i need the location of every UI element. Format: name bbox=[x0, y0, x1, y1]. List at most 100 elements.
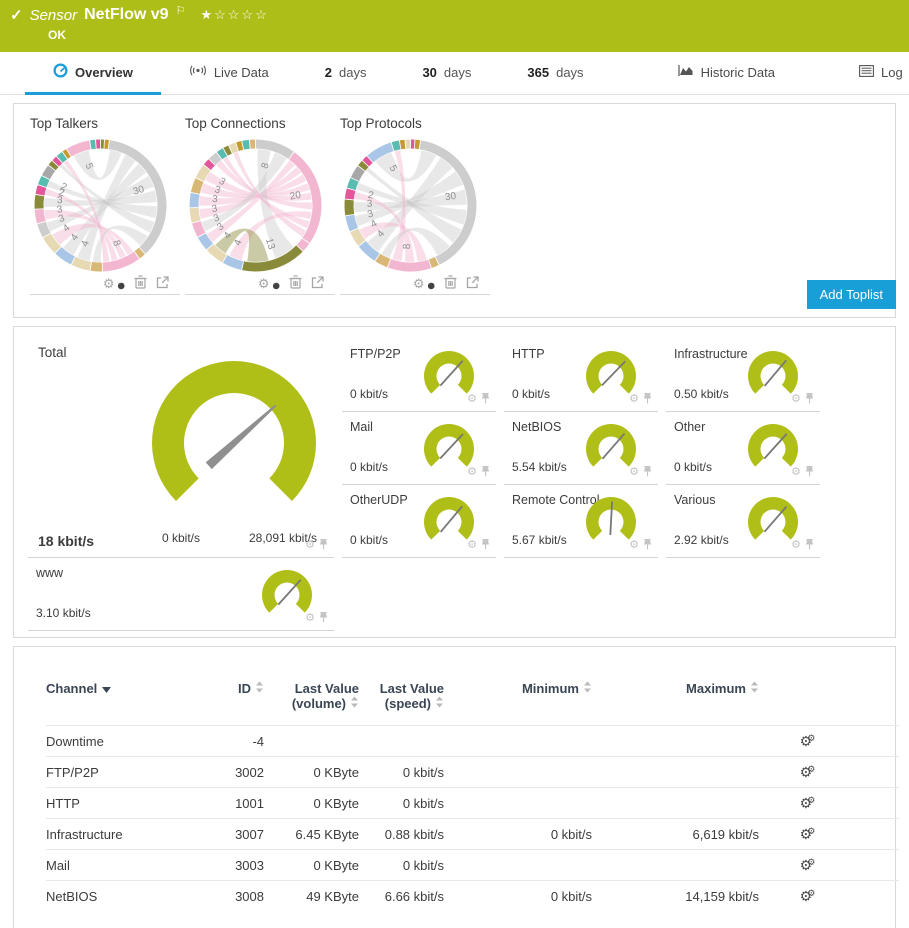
star-icon[interactable]: ☆ bbox=[241, 7, 256, 22]
pin-icon[interactable] bbox=[481, 538, 490, 553]
toplists-panel: Top Talkers 30 8 4 4 4 3 3 3 2 2 5 ⚙ ⚫ Top Connections… bbox=[13, 103, 896, 318]
sort-icon[interactable] bbox=[750, 681, 759, 696]
toplist-title: Top Protocols bbox=[340, 116, 422, 131]
mini-gauge bbox=[424, 351, 474, 394]
external-link-icon[interactable] bbox=[311, 275, 324, 292]
pin-icon[interactable] bbox=[319, 611, 328, 626]
mini-gauge bbox=[586, 497, 636, 540]
tab-log[interactable]: Log bbox=[831, 52, 909, 95]
gauge-title: Mail bbox=[350, 420, 373, 434]
gauge-cell-otherudp: OtherUDP 0 kbit/s ⚙ bbox=[342, 485, 496, 558]
pin-icon[interactable] bbox=[319, 538, 328, 553]
svg-text:3: 3 bbox=[215, 221, 226, 233]
svg-text:3: 3 bbox=[56, 204, 64, 216]
gear-icon[interactable]: ⚙ bbox=[467, 466, 477, 478]
star-icon[interactable]: ★ bbox=[200, 7, 215, 22]
tab-live-data[interactable]: Live Data bbox=[161, 52, 297, 95]
minimum bbox=[444, 725, 592, 757]
add-toplist-button[interactable]: Add Toplist bbox=[806, 280, 896, 309]
gauge-value: 5.54 kbit/s bbox=[512, 460, 567, 474]
tab-number: 30 bbox=[422, 64, 437, 80]
toplist-title: Top Connections bbox=[185, 116, 286, 131]
channel-settings-gears-icon[interactable]: ⚙⚙ bbox=[799, 763, 816, 780]
tab-days-2[interactable]: 2 days bbox=[297, 52, 395, 95]
svg-text:13: 13 bbox=[263, 237, 277, 251]
star-icon[interactable]: ☆ bbox=[214, 7, 228, 22]
column-label: ID bbox=[238, 681, 251, 696]
channel-settings-gears-icon[interactable]: ⚙⚙ bbox=[799, 887, 816, 904]
sort-icon[interactable] bbox=[350, 696, 359, 711]
gear-icon[interactable]: ⚙ bbox=[305, 612, 315, 624]
tab-overview[interactable]: Overview bbox=[25, 52, 161, 95]
gauge-value: 0 kbit/s bbox=[350, 460, 389, 474]
pin-icon[interactable] bbox=[805, 465, 814, 480]
pin-icon[interactable] bbox=[481, 392, 490, 407]
trash-icon[interactable] bbox=[289, 275, 302, 292]
total-gauge bbox=[140, 353, 328, 528]
trash-icon[interactable] bbox=[134, 275, 147, 292]
favorite-stars[interactable]: ★☆☆☆☆ bbox=[200, 7, 268, 23]
svg-text:4: 4 bbox=[222, 230, 234, 242]
gear-icon[interactable]: ⚙ bbox=[629, 539, 639, 551]
external-link-icon[interactable] bbox=[466, 275, 479, 292]
star-icon[interactable]: ☆ bbox=[255, 7, 269, 22]
pin-icon[interactable] bbox=[805, 392, 814, 407]
channel-settings-gears-icon[interactable]: ⚙⚙ bbox=[799, 825, 816, 842]
channel-settings-gears-icon[interactable]: ⚙⚙ bbox=[799, 732, 816, 749]
channel-settings-gears-icon[interactable]: ⚙⚙ bbox=[799, 794, 816, 811]
pin-icon[interactable] bbox=[643, 538, 652, 553]
tab-days-365[interactable]: 365 days bbox=[499, 52, 611, 95]
gear-icon[interactable]: ⚙ bbox=[791, 393, 801, 405]
sort-icon[interactable] bbox=[583, 681, 592, 696]
table-row: FTP/P2P 3002 0 KByte 0 kbit/s ⚙⚙ bbox=[46, 756, 899, 788]
gauge-cell-netbios: NetBIOS 5.54 kbit/s ⚙ bbox=[504, 412, 658, 485]
gear-icon[interactable]: ⚙ bbox=[305, 539, 315, 551]
sort-icon[interactable] bbox=[435, 696, 444, 711]
column-label: Channel bbox=[46, 681, 98, 696]
minimum bbox=[444, 849, 592, 881]
gear-dot-icon: ⚫ bbox=[427, 283, 435, 290]
svg-text:3: 3 bbox=[367, 199, 373, 210]
tab-label: Log bbox=[880, 64, 903, 80]
trash-icon[interactable] bbox=[444, 275, 457, 292]
gauge-cell-total: Total 18 kbit/s 0 kbit/s 28,091 kbit/s ⚙ bbox=[28, 339, 334, 558]
last-value-volume: 0 KByte bbox=[264, 849, 359, 881]
column-header-minimum: Minimum bbox=[444, 677, 592, 726]
gear-icon[interactable]: ⚙ bbox=[629, 393, 639, 405]
tab-days-30[interactable]: 30 days bbox=[394, 52, 499, 95]
pin-icon[interactable] bbox=[643, 392, 652, 407]
mini-gauge bbox=[424, 497, 474, 540]
external-link-icon[interactable] bbox=[156, 275, 169, 292]
gear-icon[interactable]: ⚙ bbox=[791, 539, 801, 551]
gauge-cell-http: HTTP 0 kbit/s ⚙ bbox=[504, 339, 658, 412]
gear-icon[interactable]: ⚙ bbox=[629, 466, 639, 478]
gauge-value: 0.50 kbit/s bbox=[674, 387, 729, 401]
minimum bbox=[444, 787, 592, 819]
priority-flag-icon[interactable]: ⚐ bbox=[175, 4, 186, 17]
svg-text:5: 5 bbox=[83, 162, 95, 171]
gear-icon[interactable]: ⚙ bbox=[791, 466, 801, 478]
pin-icon[interactable] bbox=[805, 538, 814, 553]
svg-text:3: 3 bbox=[213, 184, 222, 196]
star-icon[interactable]: ☆ bbox=[227, 7, 242, 22]
gear-icon[interactable]: ⚙ bbox=[257, 276, 270, 291]
gear-icon[interactable]: ⚙ bbox=[102, 276, 115, 291]
sort-icon[interactable] bbox=[255, 681, 264, 696]
chevron-down-icon[interactable] bbox=[102, 681, 112, 696]
gear-icon[interactable]: ⚙ bbox=[467, 539, 477, 551]
pin-icon[interactable] bbox=[643, 465, 652, 480]
channel-settings-gears-icon[interactable]: ⚙⚙ bbox=[799, 856, 816, 873]
gear-icon[interactable]: ⚙ bbox=[467, 393, 477, 405]
tab-historic-data[interactable]: Historic Data bbox=[650, 52, 803, 95]
svg-text:4: 4 bbox=[69, 232, 81, 243]
gauge-max-label: 28,091 kbit/s bbox=[248, 531, 318, 545]
pin-icon[interactable] bbox=[481, 465, 490, 480]
table-row: Downtime -4 ⚙⚙ bbox=[46, 725, 899, 757]
channel-table-panel: Channel ID Last Value (volume) Last Value (… bbox=[13, 646, 899, 928]
gear-icon[interactable]: ⚙ bbox=[412, 276, 425, 291]
historic-icon bbox=[677, 64, 694, 80]
channel-name: FTP/P2P bbox=[46, 756, 216, 788]
